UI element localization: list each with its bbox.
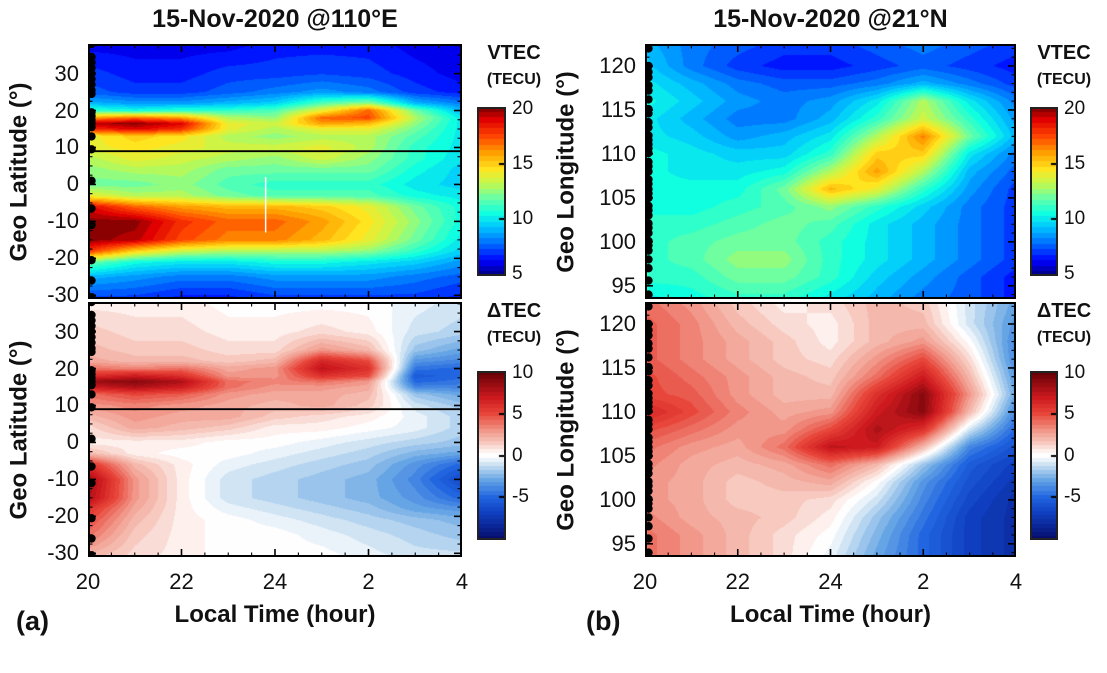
y-tick-label: -20 [47, 245, 79, 271]
colorbar-tick-label: 10 [512, 208, 534, 229]
y-tick-label: -10 [47, 466, 79, 492]
panel-a-vtec-heatmap [88, 44, 462, 299]
panel_a_dtec-colorbar-gradient [479, 373, 504, 538]
colorbar-tick-label: -5 [512, 485, 529, 507]
y-tick-label: 95 [611, 272, 636, 298]
axis-ticks [88, 44, 462, 299]
dtec-colorbar-a-units: (TECU) [486, 329, 542, 346]
colorbar-tick-label: 10 [1064, 208, 1086, 229]
x-tick-label: 20 [632, 569, 658, 594]
panel_a_vtec-overlay [88, 44, 462, 299]
colorbar-tick-label: 20 [1064, 98, 1086, 119]
y-tick-label: 100 [599, 228, 636, 254]
colorbar-tick-label: 0 [512, 444, 523, 466]
panel-a-label: (a) [16, 606, 49, 636]
panel-b-label: (b) [586, 606, 621, 636]
panel_b_dtec-overlay [645, 302, 1016, 557]
y-tick-label: 105 [599, 184, 636, 210]
y-tick-label: 115 [600, 96, 636, 122]
axis-ticks [645, 302, 1016, 557]
vtec-colorbar-b-units: (TECU) [1036, 71, 1092, 88]
dtec-colorbar-a-title: ΔTEC [486, 300, 542, 322]
panel_b_dtec-colorbar-gradient [1032, 373, 1056, 538]
colorbar-tick-label: 15 [1064, 153, 1086, 174]
dtec-colorbar-b [1030, 371, 1058, 540]
colorbar-tick-label: 15 [512, 153, 534, 174]
panel_b_dtec-canvas [645, 302, 1016, 557]
y-tick-label: 120 [599, 310, 636, 336]
axis-ticks [645, 44, 1016, 299]
y-tick-label: -20 [47, 503, 79, 529]
y-tick-label: 10 [54, 134, 79, 160]
panel_b_vtec-colorbar-gradient [1032, 109, 1056, 274]
panel-b-title: 15-Nov-2020 @21°N [713, 5, 948, 33]
axis-ticks [88, 302, 462, 557]
y-tick-label: 20 [54, 97, 79, 123]
colorbar-tick-label: -5 [1064, 485, 1081, 507]
x-tick-label: 4 [455, 569, 469, 594]
colorbar-tick-label: 5 [1064, 403, 1075, 425]
y-tick-label: 20 [54, 355, 79, 381]
x-tick-label: 24 [262, 569, 288, 594]
x-tick-label: 24 [818, 569, 843, 594]
y-tick-label: -30 [47, 282, 79, 308]
vtec-colorbar-a-title: VTEC [487, 42, 541, 64]
dtec-colorbar-a [477, 371, 506, 540]
panel-a-dtec-heatmap [88, 302, 462, 557]
plot-frame [645, 302, 1016, 557]
colorbar-tick-label: 10 [1064, 362, 1086, 383]
plot-frame [645, 44, 1016, 299]
panel_a_dtec-canvas [88, 302, 462, 557]
x-tick-label: 2 [917, 569, 930, 594]
colorbar-tick-label: 5 [512, 263, 523, 284]
y-tick-label: -10 [47, 208, 79, 234]
y-tick-label: 115 [600, 354, 636, 380]
y-tick-label: -30 [47, 540, 79, 566]
x-tick-label: 22 [725, 569, 750, 594]
panel-a-x-axis-title: Local Time (hour) [174, 601, 376, 628]
panel_b_vtec-canvas [645, 44, 1016, 299]
dtec-colorbar-b-units: (TECU) [1036, 329, 1092, 346]
vtec-colorbar-a-units: (TECU) [486, 71, 542, 88]
panel_a_vtec-colorbar-gradient [479, 109, 504, 274]
panel_b_vtec-overlay [645, 44, 1016, 299]
y-tick-label: 105 [599, 442, 636, 468]
panel_a_vtec-canvas [88, 44, 462, 299]
x-tick-label: 22 [169, 569, 194, 594]
x-tick-label: 4 [1009, 569, 1023, 594]
colorbar-tick-label: 5 [1064, 263, 1075, 284]
y-tick-label: 10 [54, 392, 79, 418]
y-tick-label: 120 [599, 52, 636, 78]
colorbar-tick-label: 5 [512, 403, 523, 425]
colorbar-tick-label: 10 [512, 362, 534, 383]
panel-b-vtec-heatmap [645, 44, 1016, 299]
y-tick-label: 95 [611, 530, 636, 556]
panel-b-x-axis-title: Local Time (hour) [730, 601, 931, 628]
panel-a-title: 15-Nov-2020 @110°E [152, 5, 398, 33]
vtec-colorbar-a [477, 107, 506, 276]
panel_a_dtec-overlay [88, 302, 462, 557]
dtec-colorbar-b-title: ΔTEC [1036, 300, 1092, 322]
x-tick-label: 20 [75, 569, 101, 594]
colorbar-tick-label: 20 [512, 98, 534, 119]
x-tick-label: 2 [362, 569, 375, 594]
plot-frame [88, 302, 462, 557]
y-tick-label: 110 [600, 140, 636, 166]
y-tick-label: 30 [54, 318, 79, 344]
colorbar-tick-label: 0 [1064, 444, 1075, 466]
y-tick-label: 110 [600, 398, 636, 424]
vtec-colorbar-b-title: VTEC [1037, 42, 1091, 64]
y-tick-label: 0 [66, 171, 79, 197]
y-tick-label: 100 [599, 486, 636, 512]
y-tick-label: 0 [66, 429, 79, 455]
vtec-colorbar-b [1030, 107, 1058, 276]
panel-b-dtec-heatmap [645, 302, 1016, 557]
plot-frame [88, 44, 462, 299]
y-tick-label: 30 [54, 60, 79, 86]
